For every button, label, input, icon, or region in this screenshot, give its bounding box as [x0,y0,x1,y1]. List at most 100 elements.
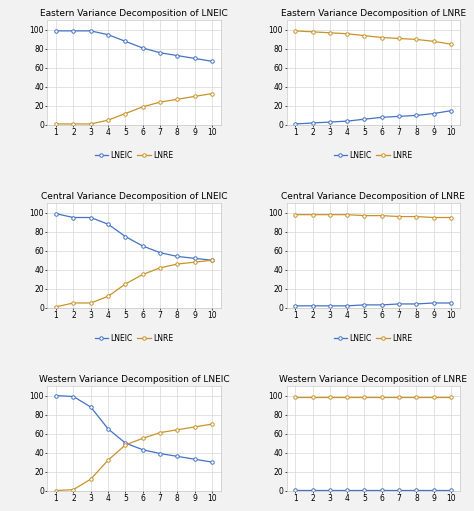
Line: LNEIC: LNEIC [293,301,453,308]
LNEIC [310,303,315,309]
Line: LNRE: LNRE [55,259,214,309]
LNRE [174,96,180,102]
LNRE [362,393,367,400]
LNRE [192,424,198,430]
LNEIC [209,257,215,263]
LNEIC [379,114,385,121]
LNEIC [431,300,437,306]
LNRE [414,36,419,42]
LNRE [292,28,298,34]
LNRE [105,293,111,299]
LNRE [379,213,385,219]
LNEIC [71,28,76,34]
LNEIC [88,404,93,410]
Title: Central Variance Decomposition of LNRE: Central Variance Decomposition of LNRE [281,192,465,201]
LNEIC [105,32,111,38]
LNEIC [174,453,180,459]
Line: LNEIC: LNEIC [293,488,453,492]
LNEIC [396,301,402,307]
Title: Western Variance Decomposition of LNEIC: Western Variance Decomposition of LNEIC [39,375,229,384]
LNRE [71,300,76,306]
Line: LNEIC: LNEIC [293,109,453,126]
LNRE [327,212,333,218]
LNRE [88,121,93,127]
LNEIC [53,28,59,34]
LNRE [71,486,76,493]
LNEIC [88,215,93,221]
LNEIC [327,119,333,125]
LNEIC [431,110,437,117]
LNRE [344,393,350,400]
LNEIC [157,50,163,56]
LNRE [310,212,315,218]
LNRE [140,435,146,442]
LNEIC [122,440,128,446]
LNEIC [192,456,198,462]
LNEIC [71,393,76,400]
LNEIC [448,108,454,114]
Line: LNRE: LNRE [55,423,214,492]
LNRE [105,117,111,123]
LNRE [122,442,128,448]
LNEIC [310,120,315,126]
LNEIC [71,215,76,221]
LNEIC [192,256,198,262]
LNEIC [140,447,146,453]
LNEIC [88,28,93,34]
LNRE [431,215,437,221]
LNRE [448,41,454,47]
LNEIC [174,53,180,59]
LNEIC [174,253,180,260]
LNEIC [310,486,315,493]
Title: Eastern Variance Decomposition of LNEIC: Eastern Variance Decomposition of LNEIC [40,9,228,18]
LNRE [396,393,402,400]
LNEIC [105,221,111,227]
LNRE [310,393,315,400]
LNRE [396,214,402,220]
LNRE [88,300,93,306]
LNEIC [140,243,146,249]
LNEIC [414,486,419,493]
LNRE [379,393,385,400]
LNRE [379,34,385,40]
LNRE [174,427,180,433]
Line: LNRE: LNRE [293,395,453,398]
LNEIC [157,451,163,457]
LNRE [362,213,367,219]
LNEIC [362,116,367,122]
LNEIC [122,38,128,44]
Legend: LNEIC, LNRE: LNEIC, LNRE [91,331,177,346]
LNRE [414,214,419,220]
Line: LNEIC: LNEIC [55,394,214,464]
LNEIC [53,392,59,399]
LNRE [140,271,146,277]
LNRE [140,104,146,110]
LNRE [88,476,93,482]
LNRE [192,259,198,265]
LNEIC [157,249,163,256]
LNRE [344,31,350,37]
LNRE [174,261,180,267]
LNEIC [292,121,298,127]
LNRE [157,430,163,436]
LNEIC [362,486,367,493]
LNEIC [192,55,198,61]
Title: Western Variance Decomposition of LNRE: Western Variance Decomposition of LNRE [279,375,467,384]
LNRE [53,487,59,494]
Line: LNRE: LNRE [293,213,453,219]
LNRE [431,38,437,44]
LNRE [209,90,215,97]
LNRE [192,94,198,100]
LNEIC [140,45,146,51]
LNRE [327,393,333,400]
LNEIC [105,426,111,432]
LNRE [209,257,215,263]
LNEIC [292,486,298,493]
LNEIC [379,302,385,308]
LNRE [414,393,419,400]
LNEIC [396,113,402,120]
LNEIC [414,112,419,119]
LNRE [396,35,402,41]
LNEIC [379,486,385,493]
LNRE [105,457,111,463]
